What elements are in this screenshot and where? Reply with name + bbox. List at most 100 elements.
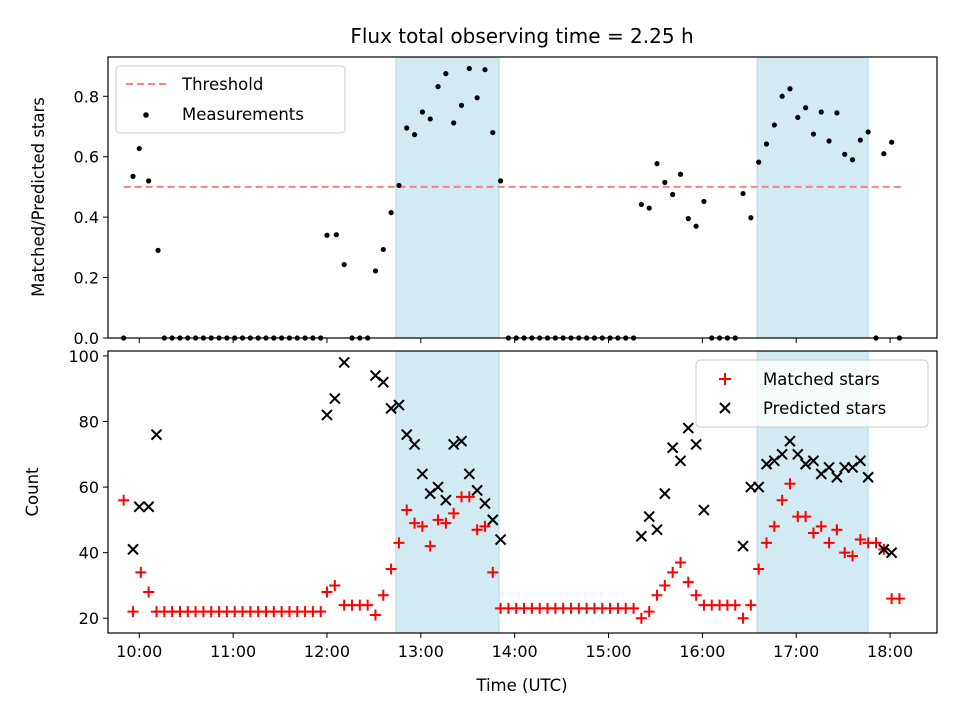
predicted-stars-point [133,501,145,513]
counts-panel: 10:00 11:00 12:00 13:00 14:00 15:00 16:00 17:00… [23,347,938,695]
ratio-legend-box [115,65,346,134]
predicted-stars-point [674,455,687,467]
predicted-stars-point [752,481,765,493]
measurement-point [670,191,676,198]
matched-stars-point [424,540,436,552]
measurement-point [372,268,379,274]
predicted-stars-point [885,546,898,559]
predicted-stars-point [338,356,350,369]
counts-y-tick-label: 20 [79,609,99,628]
ratio-shaded-interval-1 [395,56,500,339]
matched-stars-point [854,534,866,546]
measurement-point [748,215,754,221]
matched-stars-point [800,511,812,523]
matched-stars-point [768,520,780,532]
x-tick-label: 14:00 [492,642,538,661]
matched-stars-point [321,586,333,598]
counts-y-tick-label: 40 [79,544,99,563]
predicted-stars-point [321,409,333,421]
measurement-point [834,110,840,116]
matched-stars-point [776,494,788,506]
matched-stars-point [135,566,147,578]
predicted-stars-point [127,543,139,556]
matched-stars-point [690,589,702,601]
measurement-point [693,223,699,229]
predicted-stars-point [698,504,710,516]
matched-stars-point [440,517,452,529]
measurement-point [474,95,480,101]
matched-stars-point [315,606,327,618]
predicted-stars-point [807,455,820,467]
ratio-y-tick-label: 0.2 [74,269,99,288]
matched-stars-point [635,612,647,624]
predicted-stars-point [479,497,491,510]
measurement-point [435,84,441,90]
measurement-point [849,157,856,163]
x-tick-label: 15:00 [585,642,631,661]
measurement-point [889,139,895,145]
legend-threshold-label: Threshold [181,75,263,94]
matched-stars-point [377,589,389,601]
measurement-point [388,210,394,216]
predicted-stars-point [150,428,163,441]
predicted-stars-point [635,530,648,542]
measurement-point [136,145,142,152]
measurement-point [458,102,465,108]
matched-stars-point [839,547,851,559]
x-tick-label: 17:00 [773,642,819,661]
x-tick-label: 11:00 [210,642,256,661]
matched-stars-point [471,524,483,536]
predicted-stars-point [377,376,389,388]
predicted-stars-point [823,461,835,474]
predicted-stars-point [651,524,663,536]
measurement-point [638,201,644,208]
matched-stars-point [753,563,765,575]
measurement-point [842,151,848,157]
predicted-stars-point [659,487,671,500]
predicted-stars-point [385,402,397,415]
predicted-stars-point [487,514,499,526]
measurement-point [380,246,386,253]
x-axis-title: Time (UTC) [475,676,567,695]
matched-stars-point [448,507,460,519]
ratio-y-tick-label: 0.8 [74,87,99,106]
measurement-point [662,179,668,185]
measurement-point [146,178,152,184]
predicted-stars-point [447,438,460,451]
matched-stars-point [463,491,475,503]
legend-measurements-swatch [143,112,149,118]
measurement-point [763,141,770,147]
matched-stars-point [643,606,655,618]
measurement-point [677,171,684,177]
predicted-stars-point [440,494,452,506]
predicted-stars-point [682,422,695,434]
predicted-stars-point [494,533,507,546]
matched-stars-point [745,599,757,611]
measurement-point [443,71,449,77]
predicted-stars-point [784,435,796,447]
measurement-point [341,261,347,268]
counts-plot-frame [107,350,938,634]
measurement-point [740,190,746,197]
matched-stars-point [729,599,741,611]
matched-stars-point [118,494,130,506]
measurement-point [787,86,793,92]
counts-legend: Matched stars Predicted stars [695,359,929,428]
ratio-plot-frame [107,56,938,339]
ratio-y-axis-title: Matched/Predicted stars [29,97,48,297]
matched-stars-point [329,579,341,591]
matched-stars-point [432,514,444,526]
matched-stars-point [393,537,405,549]
measurement-point [490,129,496,136]
measurement-point [411,132,418,138]
predicted-stars-point [643,510,655,523]
matched-stars-point [385,563,397,575]
ratio-y-tick-label: 0.4 [74,208,99,227]
matched-stars-point [761,537,773,549]
measurement-point [130,173,136,179]
predicted-stars-point [329,392,341,405]
measurement-point [810,131,817,137]
matched-stars-point [667,566,679,578]
counts-y-tick-label: 60 [79,478,99,497]
